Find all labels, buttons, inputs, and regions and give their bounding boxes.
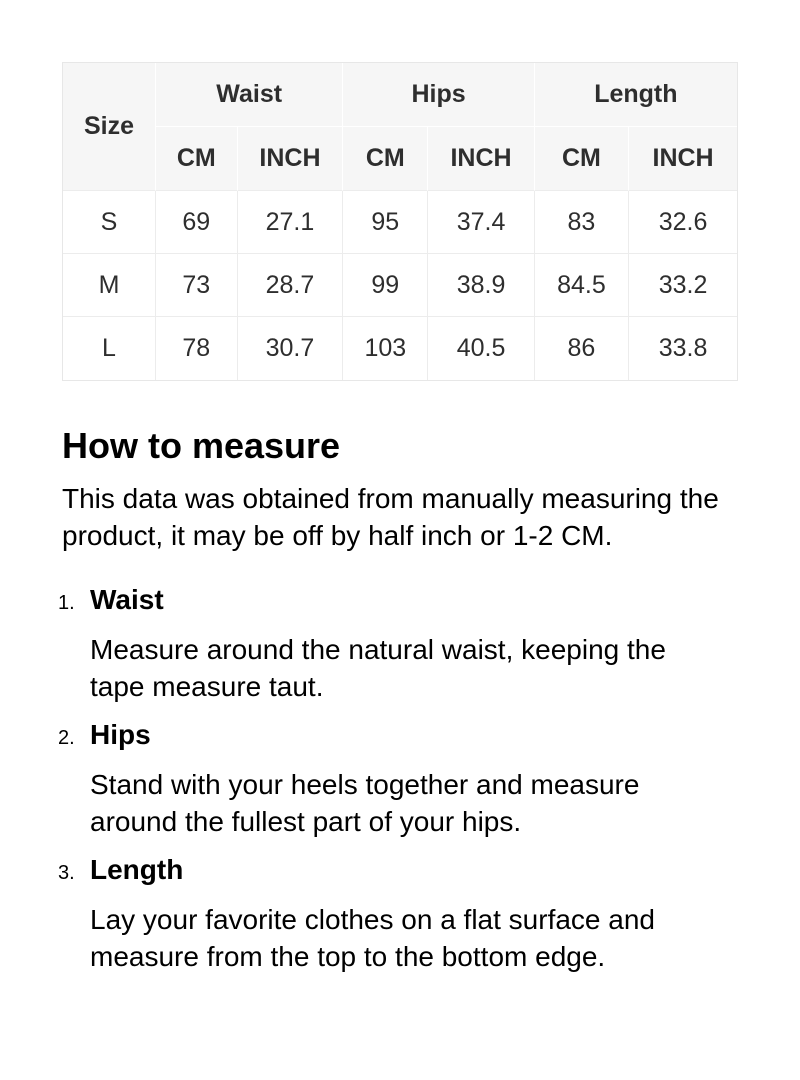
waist-group-header: Waist [156,63,344,127]
size-column-header: Size [63,63,156,191]
hips-inch-header: INCH [428,127,535,191]
step-header: 2. Hips [58,716,738,757]
size-value: M [63,254,156,317]
length-cm-value: 86 [534,317,630,380]
table-row-size-s: S 69 27.1 95 37.4 83 32.6 [63,191,737,254]
how-to-measure-heading: How to measure [62,425,341,466]
waist-cm-value: 78 [156,317,238,380]
waist-cm-value: 73 [156,254,238,317]
length-inch-header: INCH [629,127,737,191]
length-inch-value: 32.6 [629,191,737,254]
waist-inch-value: 27.1 [237,191,344,254]
length-cm-value: 83 [534,191,630,254]
size-value: L [63,317,156,380]
waist-inch-value: 30.7 [237,317,344,380]
step-description: Lay your favorite clothes on a flat surf… [90,904,655,972]
hips-inch-value: 38.9 [428,254,535,317]
hips-inch-value: 37.4 [428,191,535,254]
hips-group-header: Hips [343,63,535,127]
size-chart-table: Size Waist Hips Length CM INCH CM INCH C… [62,62,738,381]
step-number: 2. [58,727,75,749]
hips-inch-value: 40.5 [428,317,535,380]
length-inch-value: 33.2 [629,254,737,317]
hips-cm-header: CM [343,127,429,191]
size-guide-page: Size Waist Hips Length CM INCH CM INCH C… [58,62,738,975]
waist-inch-header: INCH [237,127,344,191]
table-unit-header-row: CM INCH CM INCH CM INCH [63,127,737,191]
measure-step-length: 3. Length Lay your favorite clothes on a… [58,851,738,975]
measure-step-hips: 2. Hips Stand with your heels together a… [58,716,738,840]
step-header: 1. Waist [58,581,738,622]
length-cm-value: 84.5 [534,254,630,317]
size-value: S [63,191,156,254]
hips-cm-value: 103 [343,317,429,380]
step-description: Measure around the natural waist, keepin… [90,634,666,702]
step-title: Waist [90,584,164,615]
measure-steps-list: 1. Waist Measure around the natural wais… [58,581,738,975]
length-cm-header: CM [534,127,630,191]
measure-step-waist: 1. Waist Measure around the natural wais… [58,581,738,705]
waist-cm-header: CM [156,127,238,191]
hips-cm-value: 99 [343,254,429,317]
step-description: Stand with your heels together and measu… [90,769,640,837]
table-group-header-row: Size Waist Hips Length [63,63,737,191]
step-number: 1. [58,592,75,614]
step-number: 3. [58,862,75,884]
length-group-header: Length [534,63,737,127]
step-header: 3. Length [58,851,738,892]
step-title: Length [90,854,184,885]
measure-disclaimer-text: This data was obtained from manually mea… [62,483,719,551]
length-inch-value: 33.8 [629,317,737,380]
table-row-size-m: M 73 28.7 99 38.9 84.5 33.2 [63,254,737,317]
table-row-size-l: L 78 30.7 103 40.5 86 33.8 [63,317,737,380]
waist-inch-value: 28.7 [237,254,344,317]
hips-cm-value: 95 [343,191,429,254]
waist-cm-value: 69 [156,191,238,254]
step-title: Hips [90,719,151,750]
